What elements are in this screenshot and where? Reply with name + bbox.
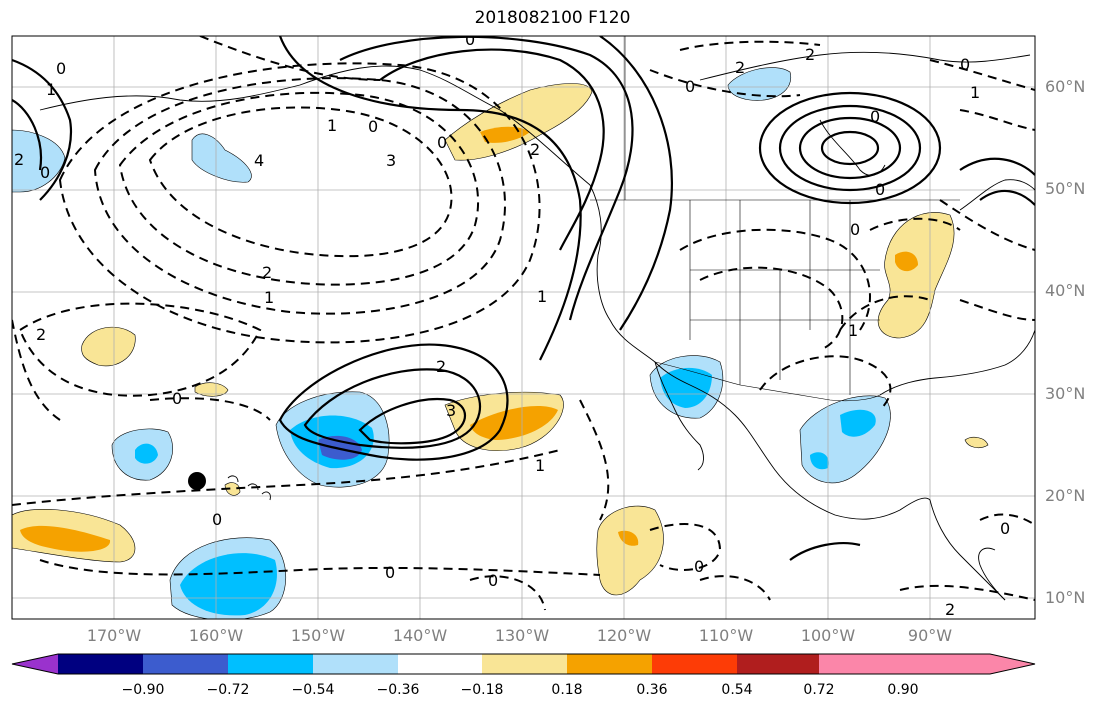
lat-label: 20°N <box>1045 486 1086 505</box>
colorbar-segment <box>819 654 903 674</box>
colorbar-tick-label: 0.36 <box>636 682 668 698</box>
contour-label: 0 <box>870 107 880 126</box>
contour-label: 2 <box>805 45 815 64</box>
contour-label: 0 <box>685 77 695 96</box>
lon-label: 120°W <box>596 626 652 645</box>
contour-label: 0 <box>875 180 885 199</box>
colorbar-segment <box>652 654 737 674</box>
contour-label: 4 <box>254 151 264 170</box>
contour-label: 1 <box>970 83 980 102</box>
lat-label: 60°N <box>1045 77 1086 96</box>
contour-label: 1 <box>848 321 858 340</box>
map-title: 2018082100 F120 <box>474 8 631 28</box>
colorbar-extend-left <box>12 654 58 674</box>
lon-label: 170°W <box>86 626 142 645</box>
colorbar-segment <box>58 654 143 674</box>
lat-label: 40°N <box>1045 281 1086 300</box>
lat-label: 30°N <box>1045 384 1086 403</box>
lon-label: 110°W <box>698 626 754 645</box>
colorbar-tick-label: −0.18 <box>460 682 504 698</box>
lat-label: 10°N <box>1045 588 1086 607</box>
colorbar-tick-label: −0.90 <box>121 682 165 698</box>
contour-label: 0 <box>172 389 182 408</box>
contour-label: 0 <box>488 571 498 590</box>
contour-label: 2 <box>14 150 24 169</box>
colorbar <box>11 653 1036 675</box>
contour-label: 0 <box>694 557 704 576</box>
lon-label: 150°W <box>290 626 346 645</box>
contour-label: 3 <box>446 401 456 420</box>
colorbar-segment <box>398 654 482 674</box>
contour-label: 1 <box>327 116 337 135</box>
contour-label: 1 <box>264 288 274 307</box>
contour-labels: 0 1 2 0 0 0 1 0 2 3 4 2 1 2 0 2 3 1 1 0 … <box>14 30 1010 619</box>
colorbar-segment <box>228 654 313 674</box>
location-marker <box>188 472 206 490</box>
colorbar-segment <box>313 654 398 674</box>
contour-label: 0 <box>1000 519 1010 538</box>
contour-label: 0 <box>850 220 860 239</box>
contour-label: 2 <box>945 600 955 619</box>
contour-label: 1 <box>537 287 547 306</box>
contour-label: 0 <box>56 59 66 78</box>
colorbar-tick-label: 0.90 <box>887 682 919 698</box>
lon-label: 160°W <box>188 626 244 645</box>
colorbar-extend-right <box>903 654 1035 674</box>
contour-label: 0 <box>960 55 970 74</box>
colorbar-tick-label: −0.72 <box>206 682 250 698</box>
contour-label: 0 <box>40 163 50 182</box>
colorbar-segment <box>143 654 228 674</box>
contour-label: 1 <box>535 456 545 475</box>
colorbar-segment <box>567 654 652 674</box>
lon-label: 90°W <box>907 626 953 645</box>
contour-label: 2 <box>436 357 446 376</box>
contour-label: 0 <box>465 30 475 49</box>
lat-label: 50°N <box>1045 179 1086 198</box>
colorbar-segment <box>482 654 567 674</box>
contour-label: 2 <box>262 263 272 282</box>
colorbar-tick-label: 0.72 <box>803 682 835 698</box>
contour-label: 0 <box>212 510 222 529</box>
colorbar-tick-label: 0.18 <box>551 682 583 698</box>
contours-negative <box>12 36 1035 611</box>
colorbar-segment <box>737 654 819 674</box>
shaded-anomaly-fields <box>12 67 989 619</box>
contour-label: 1 <box>46 80 56 99</box>
contour-label: 3 <box>386 151 396 170</box>
map-frame <box>11 35 1036 620</box>
lon-label: 100°W <box>800 626 856 645</box>
colorbar-tick-label: 0.54 <box>721 682 753 698</box>
contour-label: 2 <box>530 140 540 159</box>
lon-label: 130°W <box>494 626 550 645</box>
political-borders <box>590 36 960 402</box>
contour-label: 2 <box>36 325 46 344</box>
contour-label: 0 <box>385 563 395 582</box>
contour-label: 0 <box>368 117 378 136</box>
colorbar-tick-label: −0.54 <box>291 682 335 698</box>
colorbar-tick-label: −0.36 <box>376 682 420 698</box>
colorbar-outline <box>11 653 1036 675</box>
contour-label: 2 <box>735 58 745 77</box>
lon-label: 140°W <box>392 626 448 645</box>
contours-positive <box>12 36 1035 561</box>
contour-label: 0 <box>437 133 447 152</box>
